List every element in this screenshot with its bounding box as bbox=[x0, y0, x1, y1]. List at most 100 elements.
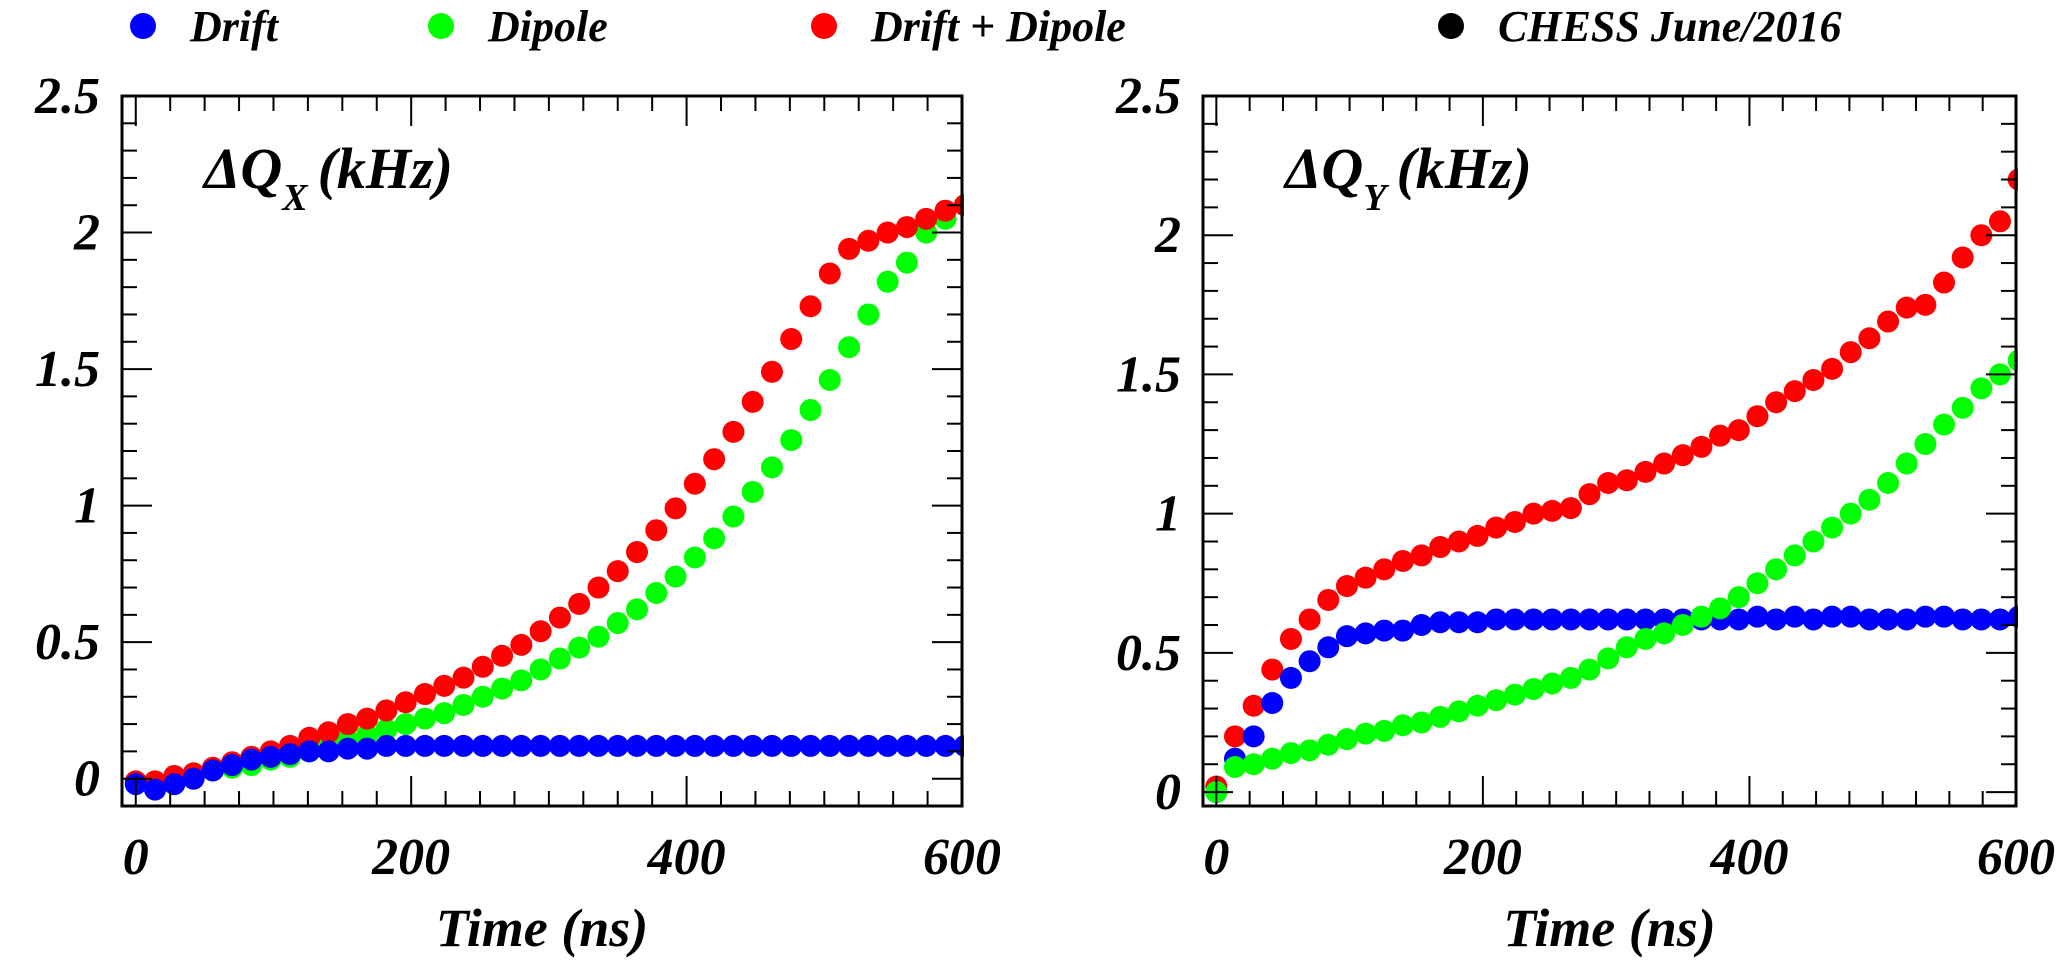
data-point bbox=[1877, 608, 1900, 631]
legend-label-dipole: Dipole bbox=[488, 1, 608, 51]
legend-label-chess: CHESS June/2016 bbox=[1498, 1, 1842, 51]
data-point bbox=[1541, 672, 1564, 695]
data-point bbox=[1485, 516, 1508, 539]
data-point bbox=[1242, 725, 1265, 748]
data-point bbox=[1559, 666, 1582, 689]
data-point bbox=[1559, 608, 1582, 631]
data-point bbox=[895, 216, 918, 239]
data-point bbox=[471, 734, 494, 757]
data-point bbox=[1354, 566, 1377, 589]
data-point bbox=[1895, 608, 1918, 631]
data-point bbox=[703, 734, 726, 757]
data-point bbox=[1298, 608, 1321, 631]
data-point bbox=[279, 743, 301, 766]
data-point bbox=[1335, 728, 1358, 751]
data-point bbox=[857, 734, 880, 757]
data-point bbox=[356, 707, 379, 730]
data-point bbox=[1933, 413, 1956, 436]
data-point bbox=[760, 734, 783, 757]
data-point bbox=[1839, 605, 1862, 628]
data-point bbox=[1447, 700, 1470, 723]
data-point bbox=[876, 734, 899, 757]
data-point bbox=[1933, 271, 1956, 294]
data-point bbox=[336, 737, 359, 760]
plot-area: 0 0.5 1 1.5 2 2.5 0 200 400 600 Time (ns) ΔQY (kHz) bbox=[1115, 60, 2066, 958]
data-point bbox=[664, 734, 687, 757]
data-point bbox=[1783, 544, 1806, 567]
data-point bbox=[1522, 608, 1545, 631]
data-point bbox=[780, 328, 803, 351]
data-point bbox=[1727, 608, 1750, 631]
data-point bbox=[1989, 608, 2012, 631]
data-point bbox=[1298, 650, 1321, 673]
data-point bbox=[1429, 705, 1452, 728]
data-point bbox=[1485, 689, 1508, 712]
data-point bbox=[1634, 460, 1657, 483]
data-point bbox=[1447, 611, 1470, 634]
data-point bbox=[1503, 683, 1526, 706]
data-point bbox=[144, 778, 167, 801]
ticks bbox=[122, 95, 963, 806]
data-point bbox=[1709, 597, 1732, 620]
y-tick-label: 2.5 bbox=[1115, 68, 1181, 125]
data-point bbox=[1802, 369, 1825, 391]
data-point bbox=[1746, 572, 1769, 595]
data-point bbox=[1279, 627, 1302, 650]
data-point bbox=[1970, 608, 1993, 631]
x-tick-label: 600 bbox=[923, 829, 1001, 886]
x-tick-label: 600 bbox=[1977, 829, 2055, 886]
data-point bbox=[1242, 694, 1265, 717]
data-point bbox=[722, 505, 745, 528]
data-point bbox=[1765, 608, 1788, 631]
data-point bbox=[394, 713, 417, 736]
plot-frame bbox=[120, 94, 964, 808]
data-point bbox=[722, 734, 745, 757]
data-point bbox=[1391, 714, 1414, 737]
data-point bbox=[510, 669, 533, 692]
legend-label-drift-dipole: Drift + Dipole bbox=[871, 1, 1126, 51]
data-point bbox=[1821, 605, 1844, 628]
y-tick-label: 1.5 bbox=[35, 341, 100, 398]
data-point bbox=[1578, 658, 1601, 681]
data-point bbox=[1895, 452, 1918, 475]
data-point bbox=[606, 612, 629, 635]
panel-title: ΔQX (kHz) bbox=[202, 136, 453, 219]
panel-title-main: ΔQ bbox=[202, 136, 282, 201]
y-tick-label: 0 bbox=[1155, 764, 1181, 821]
legend-item-dipole: Dipole bbox=[428, 2, 608, 51]
data-point bbox=[626, 734, 649, 757]
data-point bbox=[915, 207, 938, 230]
data-point bbox=[1783, 380, 1806, 403]
y-tick-label: 1 bbox=[1155, 486, 1181, 543]
data-point bbox=[1298, 739, 1321, 762]
plot-frame bbox=[1201, 94, 2018, 808]
data-point bbox=[1951, 396, 1974, 419]
y-tick-label: 0.5 bbox=[1116, 625, 1181, 682]
data-point bbox=[259, 745, 282, 768]
data-point bbox=[606, 734, 629, 757]
data-point bbox=[683, 546, 706, 569]
data-point bbox=[413, 734, 436, 757]
data-point bbox=[1858, 608, 1881, 631]
data-point bbox=[1317, 588, 1340, 611]
data-point bbox=[1429, 611, 1452, 634]
data-point bbox=[221, 754, 244, 777]
data-point bbox=[683, 734, 706, 757]
data-point bbox=[1410, 614, 1433, 637]
data-point bbox=[1578, 483, 1601, 506]
data-point bbox=[548, 606, 571, 629]
legend-item-drift: Drift bbox=[130, 2, 278, 51]
data-point bbox=[760, 456, 783, 479]
data-point bbox=[317, 721, 340, 744]
series-drift-dipole bbox=[1205, 168, 2030, 798]
data-point bbox=[1317, 733, 1340, 756]
x-tick-label: 200 bbox=[371, 829, 450, 886]
data-point bbox=[1261, 658, 1284, 681]
data-point bbox=[1223, 756, 1246, 779]
data-point bbox=[895, 251, 918, 274]
data-point bbox=[491, 734, 514, 757]
x-tick-label: 400 bbox=[1709, 829, 1788, 886]
y-tick-label: 2 bbox=[73, 205, 100, 262]
legend: Drift Dipole Drift + Dipole CHESS June/2… bbox=[0, 0, 2066, 60]
data-point bbox=[838, 336, 861, 359]
